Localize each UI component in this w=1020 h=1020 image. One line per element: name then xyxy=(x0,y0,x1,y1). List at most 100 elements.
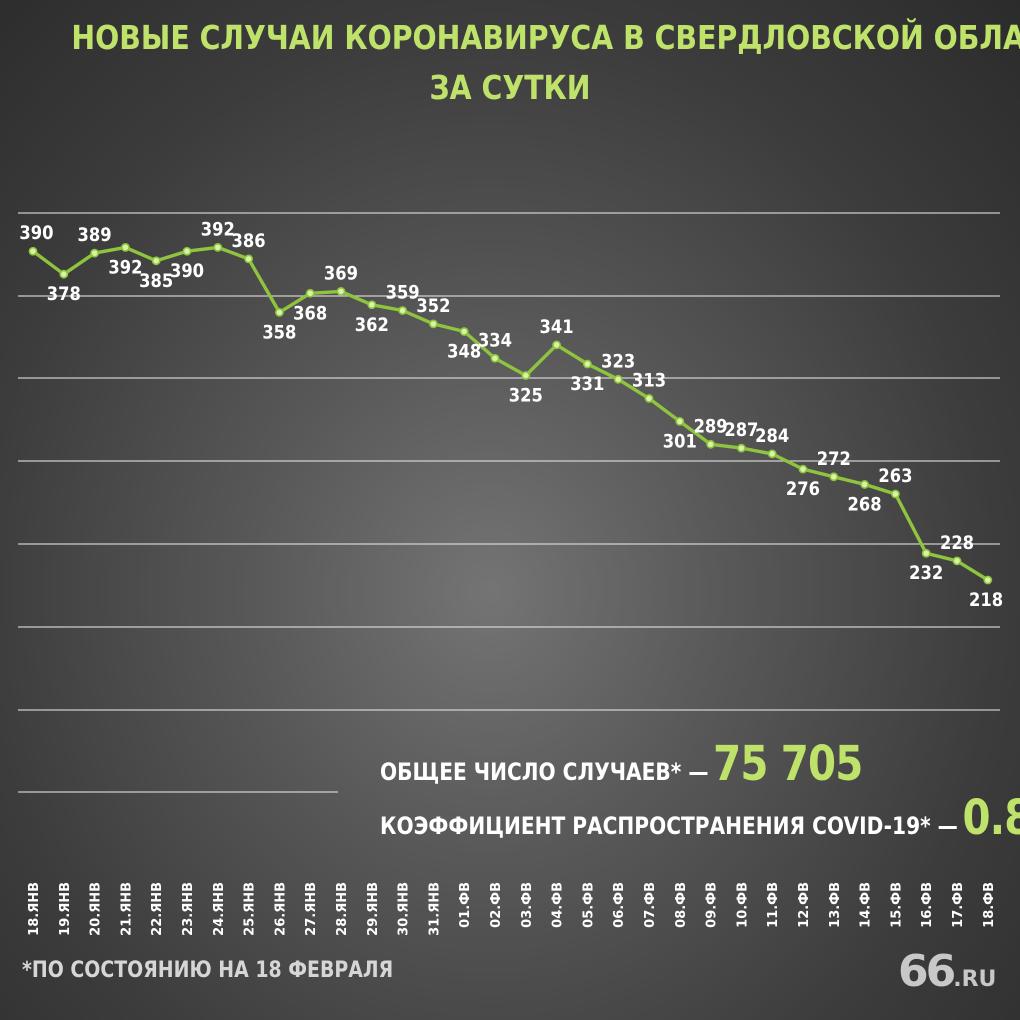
x-tick-label: 31.ЯНВ xyxy=(427,882,442,936)
data-label: 341 xyxy=(540,317,574,338)
data-label: 352 xyxy=(416,296,450,317)
data-point xyxy=(583,359,592,369)
data-point xyxy=(798,464,808,474)
data-label: 232 xyxy=(909,563,943,584)
x-tick-label: 13.ФВ xyxy=(828,882,843,928)
data-label: 218 xyxy=(969,590,1003,611)
data-point xyxy=(521,371,531,380)
total-cases-stat: ОБЩЕЕ ЧИСЛО СЛУЧАЕВ* — 75 705 xyxy=(380,736,863,792)
chart-title-line-2: ЗА СУТКИ xyxy=(429,68,591,107)
data-label: 385 xyxy=(139,271,173,292)
data-point xyxy=(274,307,284,317)
data-point xyxy=(675,416,685,426)
data-label: 287 xyxy=(724,420,758,441)
x-tick-label: 18.ФВ xyxy=(982,882,997,928)
data-point xyxy=(367,300,377,310)
x-tick-label: 10.ФВ xyxy=(735,882,750,928)
x-tick-label: 26.ЯНВ xyxy=(273,882,288,936)
data-label: 392 xyxy=(108,257,142,278)
x-tick-label: 27.ЯНВ xyxy=(304,882,319,936)
data-point xyxy=(59,269,69,279)
spread-rate-stat: КОЭФФИЦИЕНТ РАСПРОСТРАНЕНИЯ COVID-19* — … xyxy=(380,790,1020,846)
x-tick-label: 16.ФВ xyxy=(920,882,935,928)
x-tick-label: 28.ЯНВ xyxy=(335,882,350,936)
data-point xyxy=(490,353,500,363)
data-point xyxy=(644,394,654,403)
data-label: 348 xyxy=(447,341,481,362)
data-label: 301 xyxy=(663,431,697,452)
data-label: 368 xyxy=(293,303,327,324)
data-label: 390 xyxy=(170,261,204,282)
footnote: *ПО СОСТОЯНИЮ НА 18 ФЕВРАЛЯ xyxy=(22,958,394,983)
x-tick-label: 04.ФВ xyxy=(551,882,566,928)
x-tick-label: 20.ЯНВ xyxy=(89,882,104,936)
total-cases-label: ОБЩЕЕ ЧИСЛО СЛУЧАЕВ* — xyxy=(380,758,709,786)
x-tick-label: 30.ЯНВ xyxy=(397,882,412,936)
series-line xyxy=(31,245,990,582)
data-point xyxy=(182,246,192,256)
data-point xyxy=(613,374,623,384)
data-point xyxy=(921,548,931,558)
total-cases-value: 75 705 xyxy=(713,736,863,792)
x-tick-label: 12.ФВ xyxy=(797,882,812,928)
data-label: 390 xyxy=(19,223,53,244)
data-label: 334 xyxy=(478,330,512,351)
x-tick-label: 01.ФВ xyxy=(458,882,473,928)
data-point xyxy=(336,286,346,296)
x-tick-label: 19.ЯНВ xyxy=(58,882,73,936)
data-label: 272 xyxy=(817,449,851,470)
chart-title-line-1: НОВЫЕ СЛУЧАИ КОРОНАВИРУСА В СВЕРДЛОВСКОЙ… xyxy=(71,18,1020,57)
site-logo[interactable]: 66.RU xyxy=(898,946,996,997)
data-label: 331 xyxy=(570,374,604,395)
data-point xyxy=(428,319,438,329)
data-point xyxy=(952,556,962,566)
data-label: 323 xyxy=(601,351,635,372)
data-label: 386 xyxy=(232,231,266,252)
x-tick-label: 05.ФВ xyxy=(581,882,596,928)
data-point xyxy=(459,327,469,336)
data-point xyxy=(28,246,38,256)
data-label: 362 xyxy=(355,315,389,336)
x-tick-label: 03.ФВ xyxy=(520,882,535,928)
logo-suffix: .RU xyxy=(953,967,997,992)
data-point xyxy=(767,449,777,459)
data-label: 369 xyxy=(324,263,358,284)
data-label: 358 xyxy=(262,322,296,343)
x-tick-label: 18.ЯНВ xyxy=(27,882,42,936)
data-label: 268 xyxy=(848,494,882,515)
logo-number: 66 xyxy=(898,946,956,997)
data-label: 389 xyxy=(78,225,112,246)
data-point xyxy=(305,288,315,298)
data-point xyxy=(398,306,407,315)
x-tick-label: 08.ФВ xyxy=(674,882,689,928)
data-label: 359 xyxy=(386,282,420,303)
data-point xyxy=(829,472,839,482)
spread-rate-value: 0.85 xyxy=(962,790,1020,846)
x-tick-label: 09.ФВ xyxy=(705,882,720,928)
data-point xyxy=(706,439,715,449)
x-tick-label: 24.ЯНВ xyxy=(212,882,227,936)
data-label: 378 xyxy=(47,284,81,305)
data-point xyxy=(90,248,99,258)
data-label: 289 xyxy=(694,416,728,437)
data-label: 263 xyxy=(878,466,912,487)
data-label: 228 xyxy=(940,533,974,554)
x-tick-label: 22.ЯНВ xyxy=(150,882,165,936)
x-tick-label: 15.ФВ xyxy=(889,882,904,928)
spread-rate-label: КОЭФФИЦИЕНТ РАСПРОСТРАНЕНИЯ COVID-19* — xyxy=(380,812,958,840)
data-point xyxy=(983,575,993,585)
x-tick-label: 21.ЯНВ xyxy=(119,882,134,936)
x-tick-label: 14.ФВ xyxy=(859,882,874,928)
x-tick-label: 11.ФВ xyxy=(766,882,781,928)
data-label: 325 xyxy=(509,385,543,406)
data-point xyxy=(213,243,223,252)
x-tick-label: 29.ЯНВ xyxy=(366,882,381,936)
x-tick-label: 25.ЯНВ xyxy=(243,882,258,936)
data-point xyxy=(552,340,561,350)
x-tick-label: 17.ФВ xyxy=(951,882,966,928)
data-label: 284 xyxy=(755,426,789,447)
data-point xyxy=(121,243,130,252)
x-tick-label: 06.ФВ xyxy=(612,882,627,928)
